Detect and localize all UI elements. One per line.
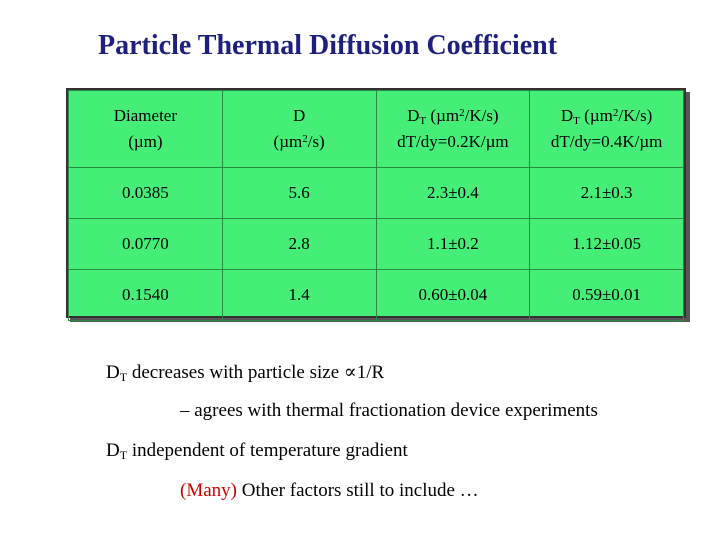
- slide-title: Particle Thermal Diffusion Coefficient: [98, 30, 558, 61]
- cell-diameter: 0.0385: [68, 167, 223, 219]
- cell-dt-0.4: 2.1±0.3: [529, 167, 684, 219]
- table-header-row: Diameter (µm) D (µm2/s) DT (µm2/K/s) dT/…: [68, 90, 684, 168]
- header-dt-0.4: DT (µm2/K/s) dT/dy=0.4K/µm: [529, 90, 684, 168]
- note-other-factors: (Many) Other factors still to include …: [180, 480, 479, 501]
- note-agreement: – agrees with thermal fractionation devi…: [180, 400, 598, 421]
- table-row: 0.1540 1.4 0.60±0.04 0.59±0.01: [68, 269, 684, 321]
- note-many-highlight: (Many): [180, 480, 237, 501]
- cell-diameter: 0.0770: [68, 218, 223, 270]
- table-row: 0.0770 2.8 1.1±0.2 1.12±0.05: [68, 218, 684, 270]
- cell-dt-0.2: 0.60±0.04: [375, 269, 531, 321]
- header-diameter: Diameter (µm): [68, 90, 223, 168]
- header-dt-0.2: DT (µm2/K/s) dT/dy=0.2K/µm: [375, 90, 531, 168]
- cell-dt-0.4: 1.12±0.05: [529, 218, 684, 270]
- data-table: Diameter (µm) D (µm2/s) DT (µm2/K/s) dT/…: [66, 88, 686, 321]
- header-d: D (µm2/s): [221, 90, 377, 168]
- note-size-dependence: DT decreases with particle size ∝1/R: [106, 362, 385, 384]
- cell-d: 2.8: [221, 218, 377, 270]
- cell-dt-0.4: 0.59±0.01: [529, 269, 684, 321]
- cell-d: 5.6: [221, 167, 377, 219]
- note-gradient-independence: DT independent of temperature gradient: [106, 440, 408, 462]
- cell-d: 1.4: [221, 269, 377, 321]
- cell-dt-0.2: 1.1±0.2: [375, 218, 531, 270]
- table-row: 0.0385 5.6 2.3±0.4 2.1±0.3: [68, 167, 684, 219]
- cell-diameter: 0.1540: [68, 269, 223, 321]
- cell-dt-0.2: 2.3±0.4: [375, 167, 531, 219]
